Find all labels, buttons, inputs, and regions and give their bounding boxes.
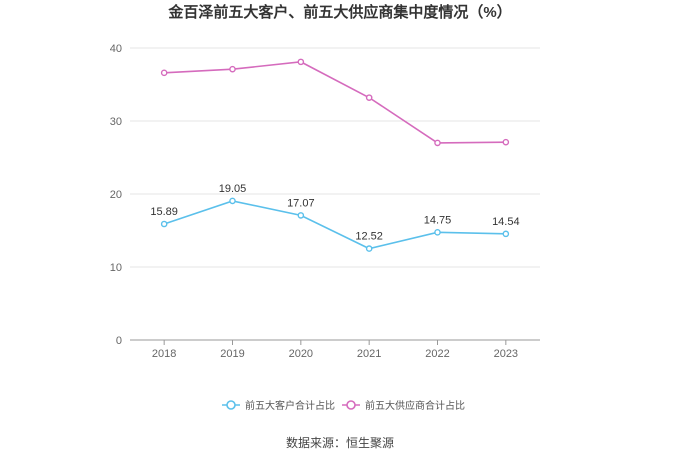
data-point <box>297 58 305 66</box>
series-layer: 15.89 19.05 17.07 12.52 14.75 14.54 <box>150 58 520 252</box>
data-point <box>365 245 373 252</box>
x-tick-label: 2018 <box>152 348 176 360</box>
legend-label: 前五大供应商合计占比 <box>365 399 465 412</box>
gridlines <box>130 47 540 268</box>
legend-marker-icon <box>346 400 356 410</box>
y-tick-label: 0 <box>116 335 122 347</box>
data-point <box>160 69 168 77</box>
data-point <box>502 230 510 238</box>
x-tick-label: 2022 <box>425 348 449 360</box>
data-point <box>434 229 441 236</box>
y-tick-label: 40 <box>110 43 122 55</box>
data-label: 12.52 <box>355 231 383 243</box>
data-label: 14.75 <box>424 214 452 226</box>
y-axis-ticks: 0 10 20 30 40 <box>110 43 122 347</box>
data-point <box>160 220 168 228</box>
data-label: 17.07 <box>287 197 315 209</box>
series-2 <box>160 58 510 147</box>
data-label: 14.54 <box>492 216 520 228</box>
x-tick-label: 2020 <box>289 348 313 360</box>
series-line <box>163 200 506 250</box>
x-axis-ticks: 2018 2019 2020 2021 2022 2023 <box>152 340 518 360</box>
legend: 前五大客户合计占比 前五大供应商合计占比 <box>222 399 465 412</box>
data-point <box>229 197 236 205</box>
legend-marker-icon <box>226 400 236 410</box>
data-point <box>502 138 510 146</box>
data-source: 数据来源：恒生聚源 <box>286 435 394 450</box>
legend-item[interactable]: 前五大供应商合计占比 <box>342 399 465 412</box>
y-tick-label: 20 <box>110 189 122 201</box>
data-point <box>434 139 441 147</box>
data-label: 15.89 <box>150 206 178 218</box>
data-point <box>297 212 305 219</box>
data-point <box>229 65 236 73</box>
x-tick-label: 2019 <box>220 348 244 360</box>
series-line <box>164 61 506 144</box>
x-tick-label: 2023 <box>494 348 518 360</box>
y-tick-label: 10 <box>110 262 122 274</box>
legend-label: 前五大客户合计占比 <box>245 399 335 412</box>
series-1: 15.89 19.05 17.07 12.52 14.75 14.54 <box>150 183 520 252</box>
chart-title: 金百泽前五大客户、前五大供应商集中度情况（%） <box>167 3 511 21</box>
data-label: 19.05 <box>219 183 247 195</box>
x-tick-label: 2021 <box>357 348 381 360</box>
data-point <box>365 94 373 101</box>
y-tick-label: 30 <box>110 116 122 128</box>
legend-item[interactable]: 前五大客户合计占比 <box>222 399 335 412</box>
